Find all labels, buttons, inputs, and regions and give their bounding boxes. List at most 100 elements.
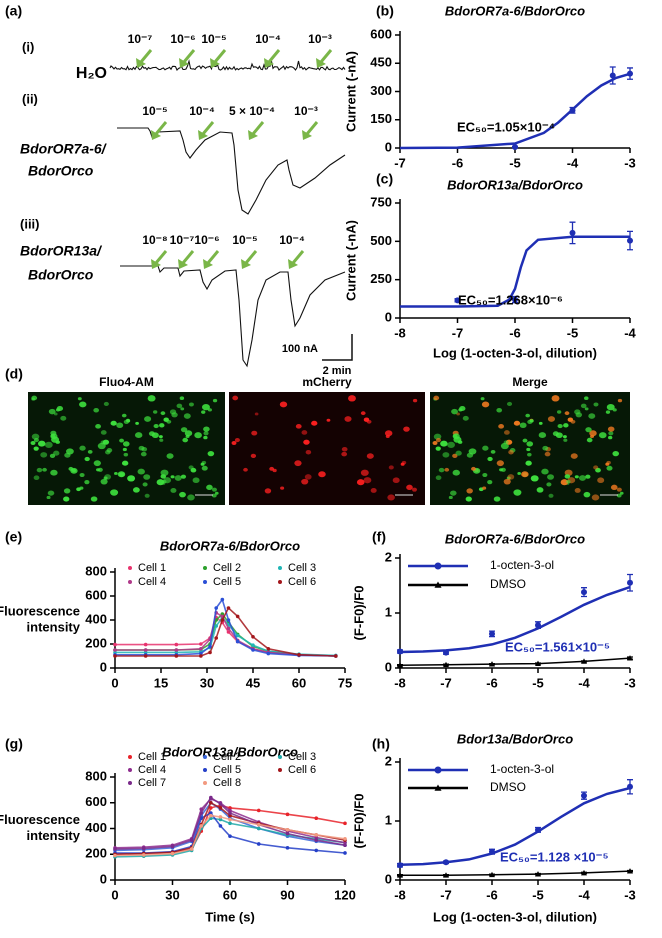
cell (585, 427, 592, 433)
marker (627, 579, 633, 586)
marker (489, 661, 495, 667)
cell (570, 453, 578, 459)
marker (228, 817, 232, 822)
cell (301, 478, 309, 485)
dose-label: 10⁻⁷ (128, 32, 153, 46)
cell (202, 403, 210, 411)
y-tick-label: 800 (85, 768, 107, 783)
marker (314, 848, 319, 853)
legend-label: Cell 8 (213, 777, 241, 789)
cell (513, 489, 522, 496)
y-tick-label: 600 (370, 26, 392, 41)
marker (128, 781, 132, 785)
x-tick-label: 0 (111, 675, 118, 690)
cell (563, 423, 569, 428)
legend-label: Cell 4 (138, 576, 166, 588)
arrow-head (288, 259, 298, 269)
cell (457, 440, 463, 444)
marker (141, 853, 146, 857)
cell (591, 494, 600, 501)
marker (397, 872, 403, 878)
chart-title: BdorOR7a-6/BdorOrco (160, 538, 300, 553)
x-tick-label: -6 (486, 675, 498, 690)
x-tick-label: 60 (292, 675, 306, 690)
cell (97, 467, 103, 472)
cell (616, 487, 622, 492)
marker (314, 816, 319, 820)
cell (574, 488, 581, 493)
cell (522, 438, 528, 443)
cell (250, 453, 257, 459)
cell (513, 420, 521, 426)
marker (199, 811, 204, 815)
cell (174, 475, 182, 481)
dose-label: 10⁻⁵ (232, 233, 257, 247)
marker (443, 872, 449, 878)
y-tick-label: 800 (85, 563, 107, 578)
cell (435, 475, 442, 481)
marker (208, 644, 212, 649)
marker (434, 784, 442, 791)
marker (214, 606, 218, 610)
series-line (114, 814, 346, 857)
cell (548, 493, 554, 498)
scale-current: 100 nA (282, 343, 318, 355)
marker (113, 654, 117, 658)
cell (104, 474, 112, 480)
marker (256, 842, 261, 846)
arrow-head (198, 130, 208, 140)
marker (209, 811, 213, 815)
y-tick-label: 0 (100, 659, 107, 674)
arrow-head (179, 58, 189, 68)
marker (278, 566, 282, 570)
marker (226, 606, 231, 610)
chart-title: Bdor13a/BdorOrco (457, 731, 573, 746)
cell (612, 450, 620, 457)
marker (203, 768, 207, 772)
cell (33, 438, 39, 443)
marker (343, 837, 347, 841)
cell (356, 479, 365, 486)
marker (251, 643, 255, 647)
panel-label: (h) (372, 736, 390, 752)
x-tick-label: -3 (624, 675, 636, 690)
row-name: H₂O (76, 65, 107, 82)
marker (226, 626, 231, 631)
cell (363, 417, 370, 422)
dose-label: 10⁻⁴ (189, 104, 215, 118)
cell (110, 489, 119, 496)
cell (264, 488, 272, 494)
x-tick-label: -8 (394, 325, 406, 340)
panel-label: (b) (376, 3, 394, 19)
marker (285, 812, 290, 817)
x-tick-label: 60 (223, 887, 237, 902)
cell (36, 467, 43, 473)
panel-label: (d) (5, 366, 23, 382)
marker (251, 648, 255, 652)
cell (137, 468, 145, 475)
cell (366, 453, 374, 459)
cell (344, 416, 352, 422)
arrow-head (316, 58, 326, 68)
micrograph (229, 392, 425, 505)
legend-label: Cell 5 (213, 764, 241, 776)
annotation: EC₅₀=1.561×10⁻⁵ (505, 639, 610, 654)
cell (567, 417, 574, 422)
cell (311, 420, 318, 426)
marker (199, 647, 203, 651)
cell (605, 410, 611, 414)
cell (38, 440, 46, 447)
marker (128, 566, 132, 570)
cell (616, 493, 622, 498)
cell (148, 431, 155, 437)
marker (581, 589, 587, 596)
marker (214, 624, 218, 628)
cell (459, 405, 466, 412)
arrow-head (210, 58, 220, 68)
y-axis-label: intensity (27, 828, 81, 843)
marker (203, 781, 207, 785)
marker (208, 650, 212, 655)
marker (627, 783, 633, 790)
cell (180, 427, 188, 433)
